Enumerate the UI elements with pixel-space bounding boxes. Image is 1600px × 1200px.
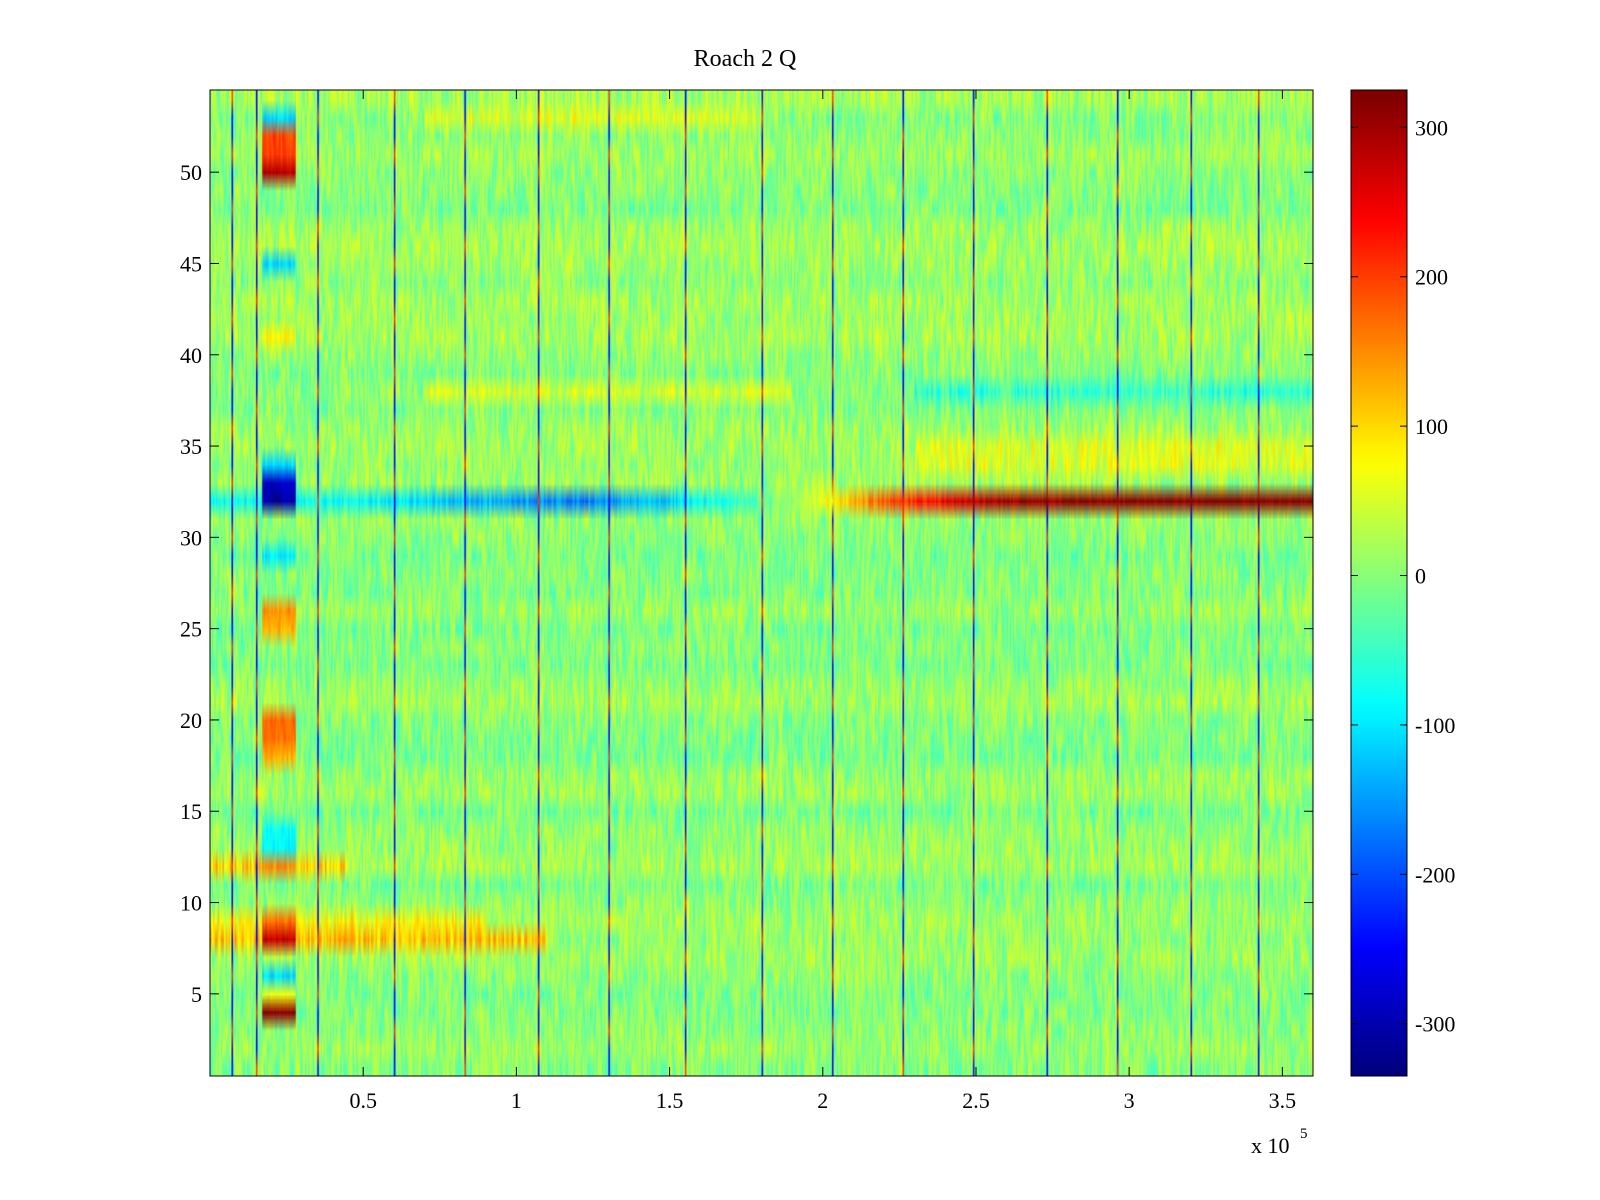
x-tick-label: 3 [1124,1088,1135,1113]
x-tick-label: 2 [817,1088,828,1113]
heatmap-image [210,90,1313,1076]
colorbar-frame [1350,89,1408,1077]
colorbar-ticks: 300 200 100 0 -100 -200 -300 [1351,115,1455,1037]
y-tick-label: 35 [180,434,202,459]
x-tick-label: 1 [511,1088,522,1113]
y-tick-label: 5 [191,982,202,1007]
colorbar-tick-label: -100 [1415,713,1455,738]
x-tick-label: 0.5 [349,1088,377,1113]
colorbar-tick-label: 200 [1415,265,1448,290]
y-tick-label: 25 [180,617,202,642]
chart-title: Roach 2 Q [694,46,797,72]
colorbar-tick-label: 100 [1415,414,1448,439]
y-tick-label: 50 [180,160,202,185]
heatmap-area [210,90,1313,1076]
y-axis: 5 10 15 20 25 30 35 40 45 50 [180,160,1313,1007]
colorbar-tick-label: 0 [1415,564,1426,589]
colorbar: 300 200 100 0 -100 -200 -300 [1350,89,1455,1077]
x-axis: 0.5 1 1.5 2 2.5 3 3.5 [349,90,1296,1113]
y-tick-label: 10 [180,891,202,916]
colorbar-image [1351,90,1407,1076]
y-tick-label: 30 [180,525,202,550]
colorbar-tick-label: -200 [1415,862,1455,887]
colorbar-tick-label: 300 [1415,115,1448,140]
colorbar-tick-label: -300 [1415,1012,1455,1037]
x-multiplier-exponent: 5 [1300,1126,1308,1142]
x-tick-label: 2.5 [962,1088,990,1113]
y-tick-label: 20 [180,708,202,733]
x-tick-label: 3.5 [1269,1088,1297,1113]
plot-frame [209,89,1314,1077]
x-multiplier: x 10 [1251,1133,1290,1158]
y-tick-label: 15 [180,799,202,824]
y-tick-label: 45 [180,251,202,276]
y-tick-label: 40 [180,343,202,368]
x-multiplier-base: x 10 [1251,1133,1290,1158]
x-tick-label: 1.5 [656,1088,684,1113]
